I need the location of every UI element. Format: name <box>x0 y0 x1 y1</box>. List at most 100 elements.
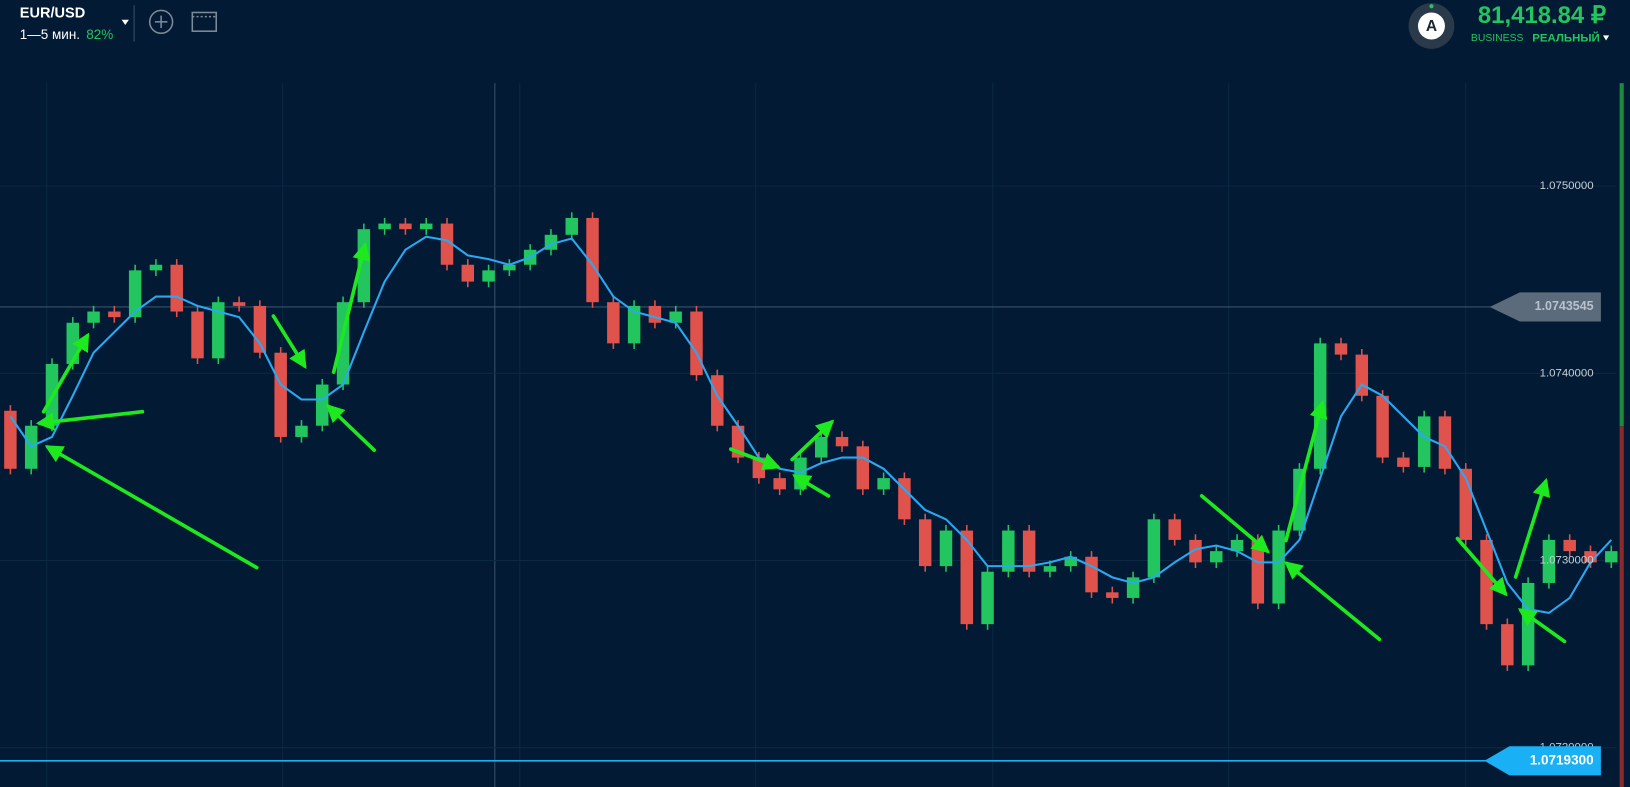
arrow <box>790 419 835 462</box>
candle-body <box>835 436 849 447</box>
candle-body <box>939 530 953 567</box>
candle-body <box>316 384 329 426</box>
candle-body <box>1272 530 1285 604</box>
candle-body <box>1417 416 1431 467</box>
annotation-arrows <box>35 241 1567 644</box>
candle-body <box>440 223 454 265</box>
y-tick-label: 1.0750000 <box>1540 180 1594 192</box>
candle-body <box>274 352 287 437</box>
candle-body <box>461 264 475 282</box>
candle-body <box>4 410 17 469</box>
avatar[interactable] <box>1417 12 1445 40</box>
candle-body <box>128 270 142 318</box>
avatar-letter: A <box>1426 18 1437 35</box>
payout: 82% <box>86 27 113 42</box>
candle-body <box>1189 539 1202 563</box>
candle-body <box>856 446 870 490</box>
candle-body <box>565 217 578 235</box>
arrow <box>41 332 90 414</box>
candle-body <box>1542 539 1556 583</box>
vertical-grid <box>46 83 1467 787</box>
candle-body <box>1043 566 1057 572</box>
candle-body <box>960 530 974 625</box>
candle-body <box>1085 556 1098 593</box>
candle-body <box>149 264 163 271</box>
candle-body <box>295 425 308 437</box>
avatar-status <box>1429 4 1434 9</box>
candle-body <box>627 305 641 344</box>
candle-body <box>1501 624 1514 666</box>
current-price-label: 1.0719300 <box>1530 752 1594 767</box>
candle-body <box>1147 519 1161 578</box>
arrow <box>44 445 259 570</box>
candle-body <box>1438 416 1452 469</box>
symbol-dropdown[interactable] <box>121 19 129 25</box>
candle-body <box>918 519 932 567</box>
current-price-bg <box>1484 746 1601 776</box>
candle-body <box>1106 592 1119 598</box>
add-button[interactable] <box>148 9 174 35</box>
candle-body <box>503 264 516 271</box>
candle-body <box>191 311 204 359</box>
candle-body <box>1126 577 1140 598</box>
symbol[interactable]: EUR/USD <box>20 5 85 21</box>
arrow <box>325 403 377 452</box>
arrow <box>1513 477 1551 579</box>
candle-body <box>773 478 786 490</box>
arrow <box>728 447 781 471</box>
account-mode[interactable]: РЕАЛЬНЫЙ <box>1532 31 1599 44</box>
candle-body <box>1605 551 1618 563</box>
candle-body <box>669 311 682 323</box>
candle-body <box>1251 539 1265 604</box>
candle-body <box>981 571 994 625</box>
candle-body <box>648 305 662 323</box>
account-type: BUSINESS <box>1471 33 1524 44</box>
candle-body <box>607 302 620 344</box>
y-tick-label: 1.0730000 <box>1540 555 1594 567</box>
price-lines <box>0 306 1601 762</box>
candle-body <box>1230 539 1244 552</box>
balance[interactable]: 81,418.84 ₽ <box>1478 2 1606 29</box>
candle-body <box>1168 519 1181 540</box>
candle-body <box>212 302 225 359</box>
candle-body <box>253 305 267 353</box>
header: EUR/USD 1—5 мин. 82% A 81,418.84 ₽ BUSIN… <box>20 2 1610 49</box>
candle-body <box>815 436 828 458</box>
candle-body <box>1397 457 1410 467</box>
level-label-bg <box>1489 292 1601 322</box>
arrow <box>792 474 831 498</box>
level-label: 1.0743545 <box>1535 299 1594 313</box>
candle-body <box>378 223 391 230</box>
candle-body <box>232 302 246 306</box>
candle-body <box>87 311 100 323</box>
grid-layer <box>0 185 1617 749</box>
account-dropdown[interactable] <box>1602 35 1610 41</box>
candle-body <box>1210 551 1223 563</box>
timeframe: 1—5 мин. <box>20 27 80 42</box>
y-tick-label: 1.0740000 <box>1540 367 1594 379</box>
candle-body <box>1376 395 1389 458</box>
layout-button[interactable] <box>191 11 218 32</box>
arrow <box>331 241 371 375</box>
arrow <box>1199 494 1270 554</box>
arrow <box>1517 608 1567 644</box>
moving-average <box>9 235 1613 615</box>
candle-body <box>399 223 412 230</box>
candle-body <box>419 223 433 230</box>
candle-body <box>170 264 183 312</box>
candle-body <box>690 311 703 376</box>
arrow <box>1455 536 1508 597</box>
volume-strip-up <box>1619 83 1624 427</box>
candle-body <box>586 217 599 303</box>
ma-line <box>9 235 1613 615</box>
candle-body <box>1002 530 1015 572</box>
arrow <box>35 409 145 431</box>
volume-strip-down <box>1619 426 1624 787</box>
candle-body <box>482 270 495 282</box>
candle-body <box>108 311 121 318</box>
price-axis: 1.07500001.07400001.07300001.07200001.07… <box>1484 180 1601 776</box>
